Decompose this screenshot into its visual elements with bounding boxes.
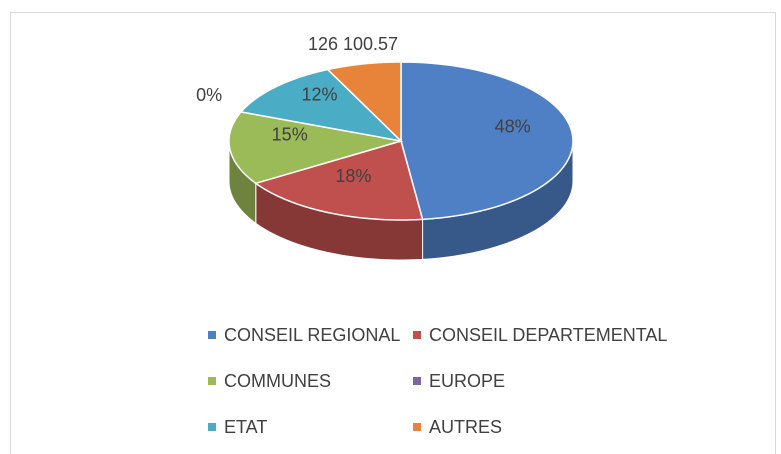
slice bbox=[228, 111, 402, 185]
legend-swatch bbox=[413, 423, 421, 431]
legend-label: ETAT bbox=[224, 417, 267, 437]
pie-tops bbox=[228, 61, 574, 221]
legend-swatch bbox=[208, 331, 216, 339]
data-label: 15% bbox=[272, 125, 308, 145]
data-label: 0% bbox=[196, 85, 222, 105]
legend-label: COMMUNES bbox=[224, 371, 331, 391]
pie-labels: 48% 18% 15% 0% 12% bbox=[196, 85, 531, 187]
legend-label: AUTRES bbox=[429, 417, 502, 437]
slice bbox=[254, 140, 424, 221]
data-label: 12% bbox=[301, 85, 337, 105]
legend-label: CONSEIL DEPARTEMENTAL bbox=[429, 325, 667, 345]
slice bbox=[400, 61, 574, 221]
legend-swatch bbox=[208, 423, 216, 431]
legend-swatch bbox=[208, 377, 216, 385]
slice bbox=[326, 61, 402, 143]
pie-sides bbox=[228, 140, 574, 261]
data-label: 48% bbox=[495, 117, 531, 137]
legend-swatch bbox=[413, 331, 421, 339]
legend: CONSEIL REGIONAL CONSEIL DEPARTEMENTAL COM… bbox=[208, 325, 667, 437]
annotation: 126 100.57 bbox=[308, 34, 398, 54]
legend-swatch bbox=[413, 377, 421, 385]
legend-label: EUROPE bbox=[429, 371, 505, 391]
slice bbox=[239, 68, 404, 143]
data-label: 18% bbox=[335, 166, 371, 186]
legend-label: CONSEIL REGIONAL bbox=[224, 325, 400, 345]
